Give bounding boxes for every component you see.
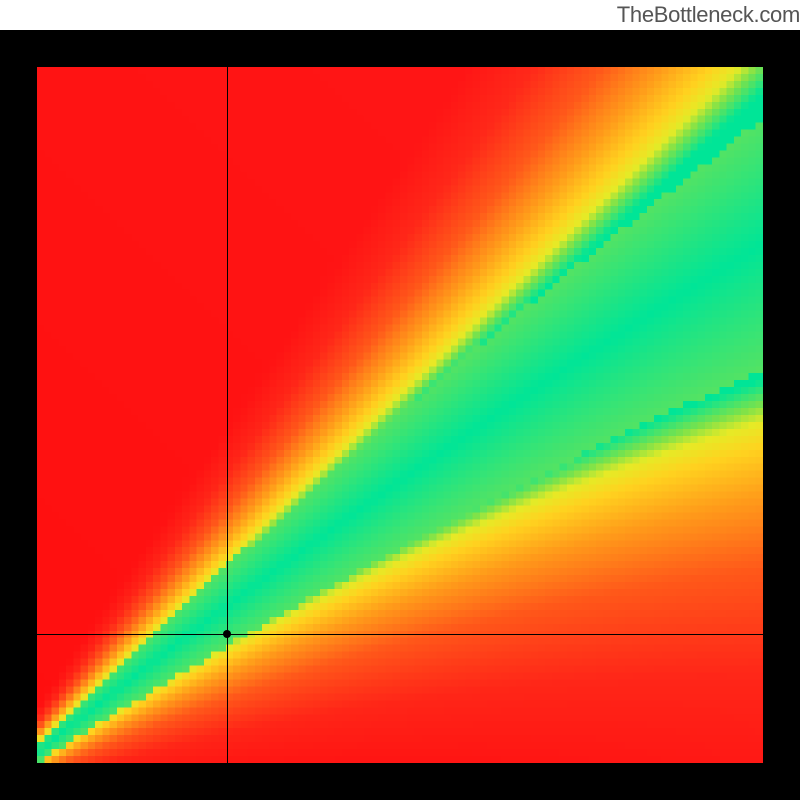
crosshair-vertical — [227, 67, 228, 763]
crosshair-horizontal — [37, 634, 763, 635]
figure-container: TheBottleneck.com — [0, 0, 800, 800]
pixel-overlay-canvas — [37, 67, 763, 763]
watermark-text: TheBottleneck.com — [617, 2, 800, 28]
heatmap-area — [37, 67, 763, 763]
